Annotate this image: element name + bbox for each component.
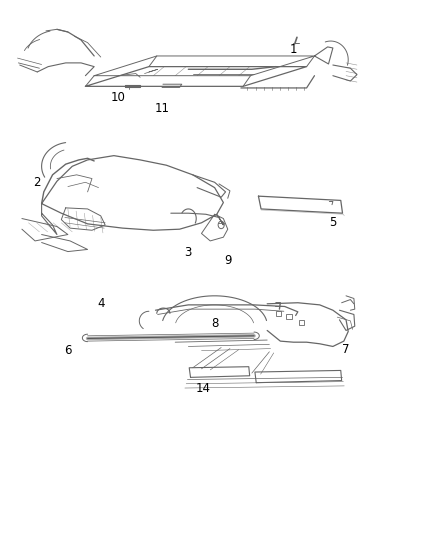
Text: 5: 5 (329, 216, 336, 229)
Text: 3: 3 (185, 246, 192, 259)
Text: 10: 10 (111, 91, 126, 103)
Bar (286, 314, 292, 319)
Text: 14: 14 (196, 382, 211, 394)
Text: 6: 6 (64, 344, 72, 357)
Text: 2: 2 (33, 176, 41, 189)
Text: 11: 11 (155, 102, 170, 115)
Text: 9: 9 (224, 254, 232, 267)
Text: 1: 1 (290, 43, 297, 55)
Text: 8: 8 (211, 317, 218, 330)
Bar (299, 320, 304, 325)
Bar (276, 311, 281, 316)
Text: 4: 4 (97, 297, 105, 310)
Text: 7: 7 (342, 343, 350, 356)
